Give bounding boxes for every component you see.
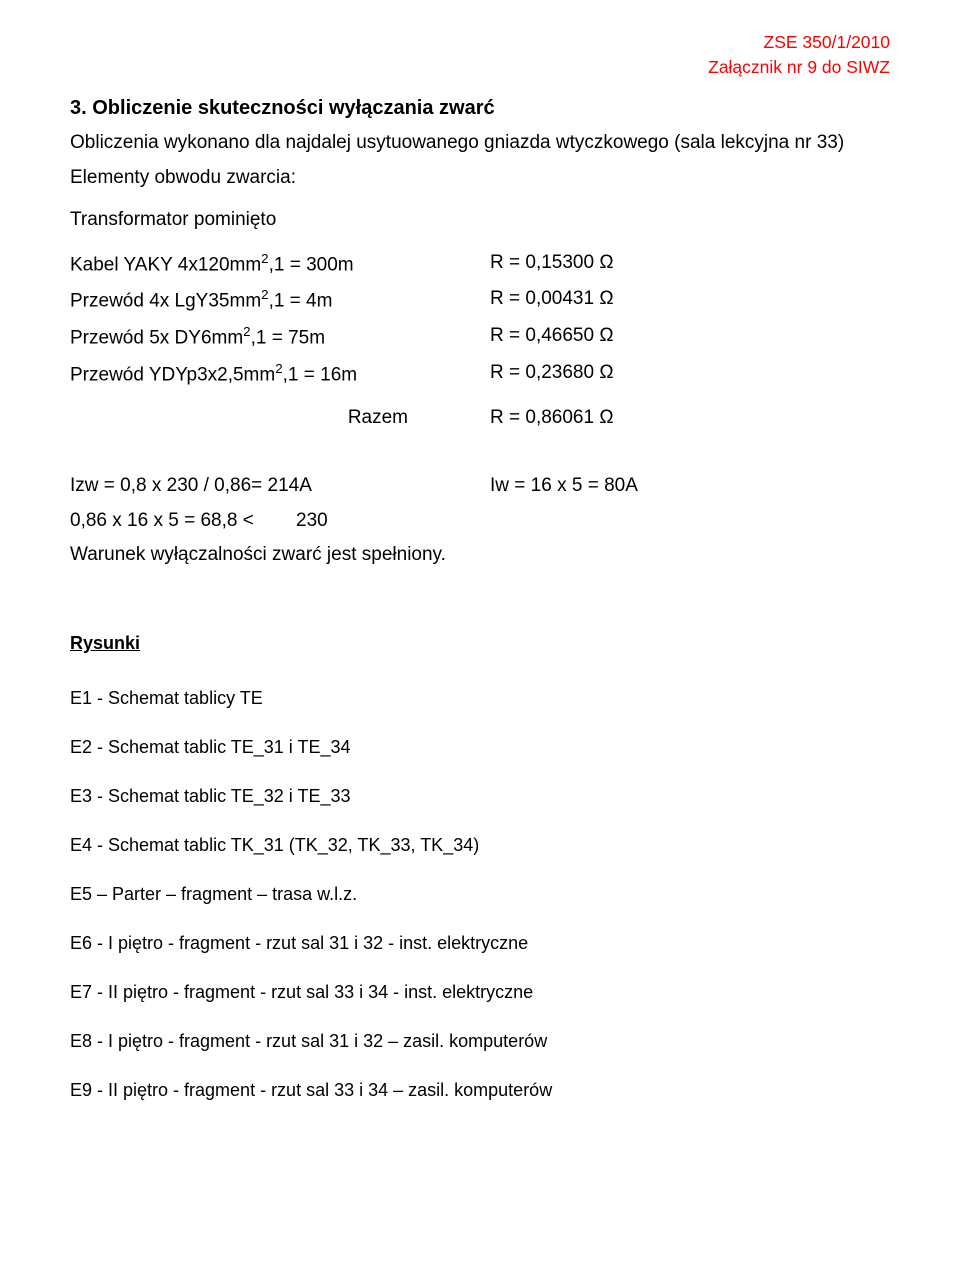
calc-row-2: Przewód 5x DY6mm2,1 = 75m R = 0,46650 Ω (70, 322, 890, 353)
sup-2: 2 (243, 324, 250, 339)
section-3-title: 3. Obliczenie skuteczności wyłączania zw… (70, 93, 890, 123)
rys-item-4: E5 – Parter – fragment – trasa w.l.z. (70, 881, 890, 908)
calc-left-3: Przewód YDYp3x2,5mm2,1 = 16m (70, 359, 490, 390)
post-1: ,1 = 4m (269, 291, 333, 312)
pre-3: Przewód YDYp3x2,5mm (70, 364, 275, 385)
calc-right-1: R = 0,00431 Ω (490, 285, 890, 316)
calc-right-0: R = 0,15300 Ω (490, 249, 890, 280)
razem-row: Razem R = 0,86061 Ω (70, 404, 890, 433)
post-2: ,1 = 75m (251, 327, 325, 348)
post-0: ,1 = 300m (269, 254, 354, 275)
intro-line-1: Obliczenia wykonano dla najdalej usytuow… (70, 129, 890, 158)
rys-item-0: E1 - Schemat tablicy TE (70, 685, 890, 712)
conclusion: Warunek wyłączalności zwarć jest spełnio… (70, 541, 890, 570)
izw-right: Iw = 16 x 5 = 80A (490, 472, 890, 501)
header-line-2: Załącznik nr 9 do SIWZ (70, 55, 890, 80)
post-3: ,1 = 16m (283, 364, 357, 385)
rys-item-2: E3 - Schemat tablic TE_32 i TE_33 (70, 783, 890, 810)
cond-line: 0,86 x 16 x 5 = 68,8 < 230 (70, 507, 890, 536)
rys-item-6: E7 - II piętro - fragment - rzut sal 33 … (70, 979, 890, 1006)
izw-left: Izw = 0,8 x 230 / 0,86= 214A (70, 472, 490, 501)
calc-row-1: Przewód 4x LgY35mm2,1 = 4m R = 0,00431 Ω (70, 285, 890, 316)
calc-left-2: Przewód 5x DY6mm2,1 = 75m (70, 322, 490, 353)
doc-header: ZSE 350/1/2010 Załącznik nr 9 do SIWZ (70, 30, 890, 79)
sup-1: 2 (261, 287, 268, 302)
sup-0: 2 (261, 251, 268, 266)
pre-1: Przewód 4x LgY35mm (70, 291, 261, 312)
rys-item-7: E8 - I piętro - fragment - rzut sal 31 i… (70, 1028, 890, 1055)
razem-label: Razem (70, 404, 490, 433)
pre-0: Kabel YAKY 4x120mm (70, 254, 261, 275)
razem-value: R = 0,86061 Ω (490, 404, 890, 433)
izw-row: Izw = 0,8 x 230 / 0,86= 214A Iw = 16 x 5… (70, 472, 890, 501)
calc-right-3: R = 0,23680 Ω (490, 359, 890, 390)
calc-row-3: Przewód YDYp3x2,5mm2,1 = 16m R = 0,23680… (70, 359, 890, 390)
intro-line-3: Transformator pominięto (70, 206, 890, 235)
rys-item-1: E2 - Schemat tablic TE_31 i TE_34 (70, 734, 890, 761)
sup-3: 2 (275, 361, 282, 376)
calc-right-2: R = 0,46650 Ω (490, 322, 890, 353)
pre-2: Przewód 5x DY6mm (70, 327, 243, 348)
header-line-1: ZSE 350/1/2010 (70, 30, 890, 55)
calc-row-0: Kabel YAKY 4x120mm2,1 = 300m R = 0,15300… (70, 249, 890, 280)
rysunki-heading: Rysunki (70, 630, 890, 657)
rys-item-3: E4 - Schemat tablic TK_31 (TK_32, TK_33,… (70, 832, 890, 859)
intro-line-2: Elementy obwodu zwarcia: (70, 164, 890, 193)
calc-left-0: Kabel YAKY 4x120mm2,1 = 300m (70, 249, 490, 280)
rys-item-8: E9 - II piętro - fragment - rzut sal 33 … (70, 1077, 890, 1104)
calc-left-1: Przewód 4x LgY35mm2,1 = 4m (70, 285, 490, 316)
rys-item-5: E6 - I piętro - fragment - rzut sal 31 i… (70, 930, 890, 957)
